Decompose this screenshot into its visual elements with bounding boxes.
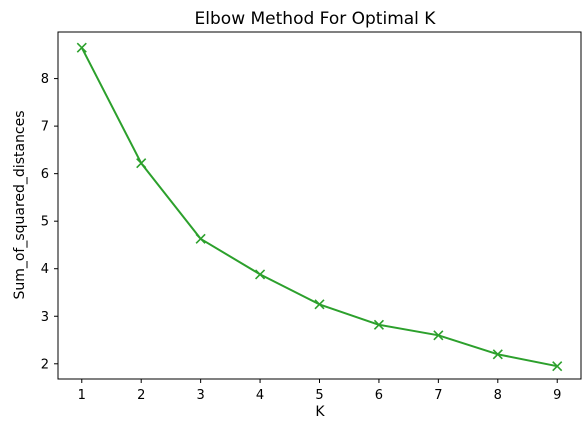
data-point [76, 42, 87, 53]
series-line [80, 47, 558, 368]
plot-area-frame [57, 31, 582, 380]
x-axis-label: K [315, 404, 325, 420]
x-tick-label: 7 [434, 388, 442, 403]
data-point [433, 330, 444, 341]
y-tick-label: 6 [41, 167, 49, 182]
data-point [195, 233, 206, 244]
y-tick-label: 3 [41, 310, 49, 325]
data-point [136, 158, 147, 169]
x-tick-label: 8 [494, 388, 502, 403]
x-tick-label: 4 [256, 388, 264, 403]
chart-title: Elbow Method For Optimal K [195, 9, 437, 29]
x-tick-label: 5 [315, 388, 323, 403]
y-tick-label: 7 [41, 120, 49, 135]
y-axis-label: Sum_of_squared_distances [12, 110, 28, 299]
x-tick-label: 9 [553, 388, 561, 403]
data-point [255, 269, 266, 280]
data-point [314, 299, 325, 310]
x-tick-label: 1 [78, 388, 86, 403]
y-axis: 2 3 4 5 6 7 8 [41, 72, 58, 372]
series-layer [76, 42, 563, 372]
y-tick-label: 8 [41, 72, 49, 87]
x-tick-label: 2 [137, 388, 145, 403]
x-tick-label: 6 [375, 388, 383, 403]
data-point [492, 349, 503, 360]
y-tick-label: 2 [41, 357, 49, 372]
data-point [373, 319, 384, 330]
y-tick-label: 5 [41, 215, 49, 230]
data-point [552, 361, 563, 372]
x-axis: 1 2 3 4 5 6 7 8 9 [78, 379, 561, 403]
x-tick-label: 3 [196, 388, 204, 403]
y-tick-label: 4 [41, 262, 49, 277]
